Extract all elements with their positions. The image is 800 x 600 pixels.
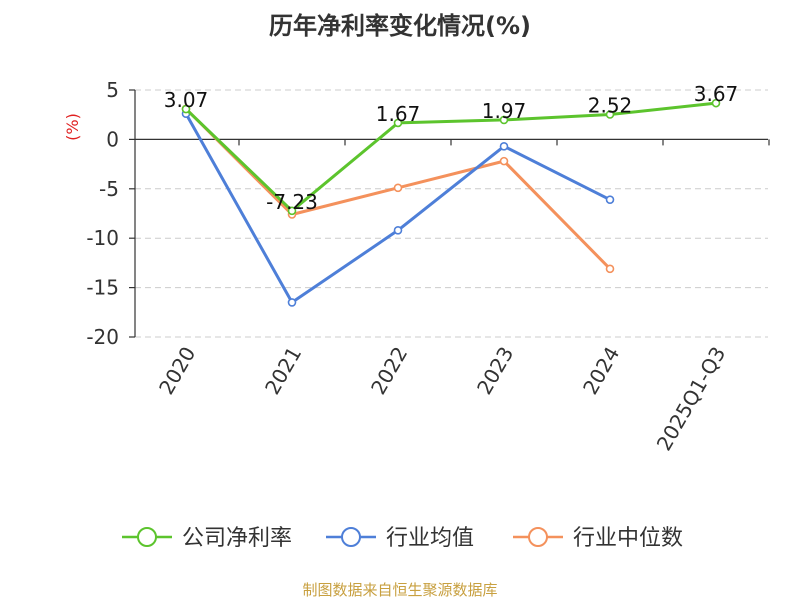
- legend-label: 公司净利率: [182, 526, 292, 551]
- legend-marker: [137, 527, 157, 547]
- data-label: 3.67: [694, 82, 739, 106]
- y-tick-label: -5: [99, 177, 119, 201]
- y-tick-label: 5: [106, 78, 119, 102]
- grid-lines: [135, 89, 768, 338]
- y-tick-label: 0: [106, 127, 119, 151]
- x-tick-label: 2022: [366, 343, 412, 399]
- data-point: [605, 264, 615, 274]
- source-note: 制图数据来自恒生聚源数据库: [302, 581, 497, 599]
- x-tick-label: 2023: [472, 343, 518, 399]
- data-labels: 3.07 -7.23 1.67 1.97 2.52 3.67: [164, 82, 739, 214]
- data-point: [393, 118, 403, 128]
- legend-label: 行业均值: [386, 526, 474, 551]
- legend-marker: [528, 527, 548, 547]
- x-tick-label: 2021: [260, 343, 306, 399]
- legend: 公司净利率 行业均值 行业中位数: [122, 526, 683, 551]
- data-label: 1.97: [482, 99, 527, 123]
- x-tick-label: 2020: [154, 343, 200, 399]
- data-point: [393, 225, 403, 235]
- data-point: [287, 298, 297, 307]
- legend-item: 行业均值: [326, 526, 474, 551]
- data-point: [605, 110, 615, 119]
- data-point: [605, 195, 615, 204]
- x-tick-label: 2025Q1-Q3: [652, 343, 731, 455]
- y-tick-label: -20: [86, 325, 119, 349]
- axes: [129, 89, 770, 338]
- y-tick-label: -10: [86, 226, 119, 250]
- series-line: [184, 101, 717, 213]
- chart-title: 历年净利率变化情况(%): [269, 12, 531, 40]
- legend-item: 行业中位数: [513, 526, 683, 551]
- data-point: [181, 104, 191, 114]
- series-layer: [181, 98, 721, 307]
- y-tick-label: -15: [86, 276, 119, 300]
- data-point: [393, 183, 403, 193]
- series-line: [184, 112, 611, 304]
- data-point: [499, 115, 509, 125]
- legend-label: 行业中位数: [573, 526, 683, 551]
- data-point: [287, 206, 297, 216]
- data-label: -7.23: [266, 190, 318, 214]
- data-label: 2.52: [588, 94, 633, 118]
- legend-marker: [341, 527, 361, 547]
- legend-item: 公司净利率: [122, 526, 292, 551]
- y-axis-label: (%): [63, 113, 82, 141]
- data-label: 1.67: [376, 102, 421, 126]
- x-tick-label: 2024: [578, 343, 624, 399]
- x-tick-labels: 2020 2021 2022 2023 2024 2025Q1-Q3: [154, 343, 730, 455]
- y-tick-labels: 5 0 -5 -10 -15 -20: [86, 78, 119, 349]
- data-point: [711, 98, 721, 108]
- data-label: 3.07: [164, 88, 209, 112]
- data-point: [499, 156, 509, 166]
- data-point: [499, 142, 509, 151]
